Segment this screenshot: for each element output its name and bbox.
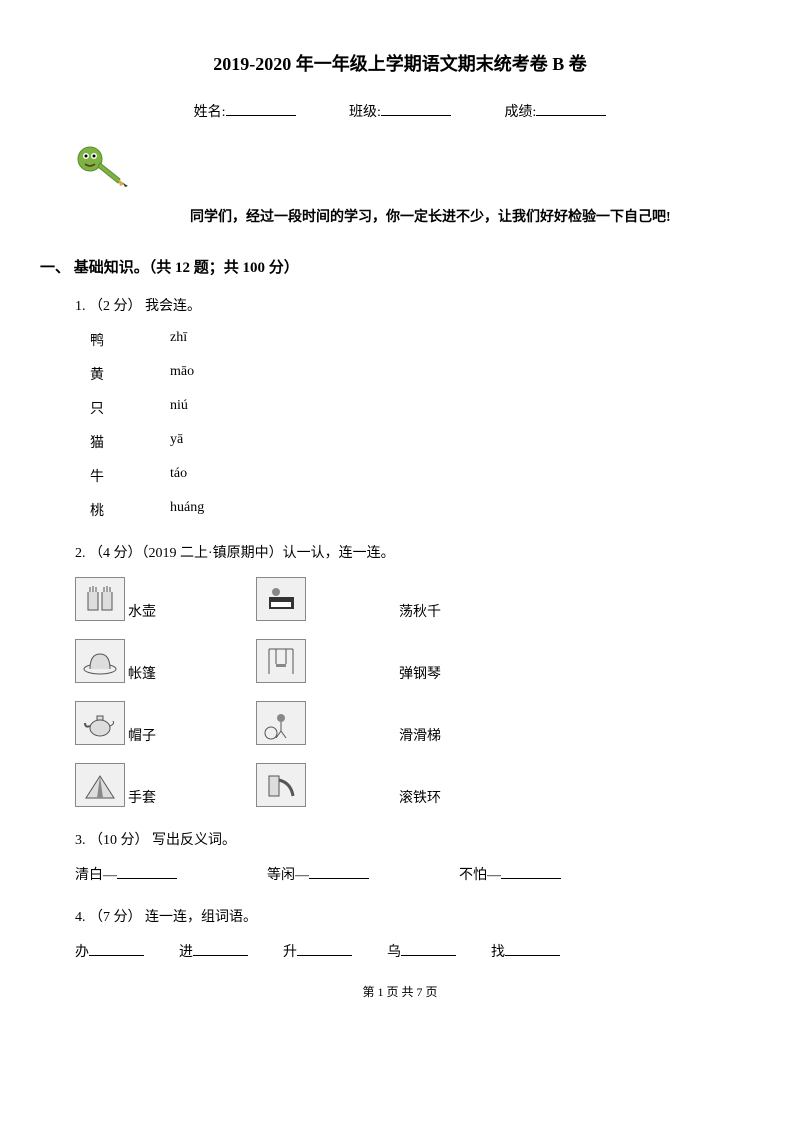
tent-icon [75,763,125,807]
word-blank[interactable] [505,955,560,956]
match-row: 牛 táo [90,466,730,486]
class-label: 班级: [349,105,381,120]
question-1: 1. （2 分） 我会连。 鸭 zhī 黄 māo 只 niú 猫 yā 牛 t… [75,295,730,520]
hat-icon [75,639,125,683]
pic-word: 荡秋千 [399,601,441,621]
score-blank[interactable] [536,115,606,116]
teapot-icon [75,701,125,745]
q3-text: 3. （10 分） 写出反义词。 [75,829,730,849]
match-char: 只 [90,398,170,418]
slide-icon [256,763,306,807]
match-row: 只 niú [90,398,730,418]
word-char: 办 [75,945,89,960]
pic-row: 帽子 滑滑梯 [75,701,730,745]
match-char: 鸭 [90,330,170,350]
section-1-header: 一、 基础知识。（共 12 题；共 100 分） [40,256,730,277]
word-char: 找 [491,945,505,960]
gloves-icon [75,577,125,621]
match-pinyin: táo [170,466,250,486]
word-blank[interactable] [297,955,352,956]
page-footer: 第 1 页 共 7 页 [70,983,730,1000]
word-item: 办 [75,941,144,961]
pencil-icon [70,141,730,196]
match-pinyin: yā [170,432,250,452]
question-3: 3. （10 分） 写出反义词。 清白— 等闲— 不怕— [75,829,730,884]
match-char: 牛 [90,466,170,486]
word-blank[interactable] [401,955,456,956]
word-item: 找 [491,941,560,961]
match-pinyin: niú [170,398,250,418]
antonym-blank[interactable] [309,878,369,879]
antonym-blank[interactable] [117,878,177,879]
student-info-line: 姓名: 班级: 成绩: [70,101,730,121]
intro-text: 同学们，经过一段时间的学习，你一定长进不少，让我们好好检验一下自己吧! [190,206,730,226]
match-row: 桃 huáng [90,500,730,520]
q1-match-table: 鸭 zhī 黄 māo 只 niú 猫 yā 牛 táo 桃 huáng [90,330,730,520]
match-pinyin: huáng [170,500,250,520]
word-blank[interactable] [193,955,248,956]
hoop-icon [256,701,306,745]
pic-label: 帐篷 [128,663,156,683]
q2-text: 2. （4 分）（2019 二上·镇原期中）认一认，连一连。 [75,542,730,562]
name-blank[interactable] [226,115,296,116]
swing-icon [256,639,306,683]
q4-text: 4. （7 分） 连一连，组词语。 [75,906,730,926]
word-item: 乌 [387,941,456,961]
score-label: 成绩: [504,105,536,120]
antonym-word: 清白— [75,868,117,883]
pic-word: 弹钢琴 [399,663,441,683]
match-row: 黄 māo [90,364,730,384]
exam-title: 2019-2020 年一年级上学期语文期末统考卷 B 卷 [70,50,730,76]
match-row: 鸭 zhī [90,330,730,350]
pic-row: 手套 滚铁环 [75,763,730,807]
word-char: 升 [283,945,297,960]
antonym-item: 清白— [75,864,177,884]
antonym-word: 等闲— [267,868,309,883]
match-row: 猫 yā [90,432,730,452]
antonym-blank[interactable] [501,878,561,879]
match-char: 猫 [90,432,170,452]
class-blank[interactable] [381,115,451,116]
match-char: 黄 [90,364,170,384]
word-item: 进 [179,941,248,961]
antonym-item: 等闲— [267,864,369,884]
word-row: 办 进 升 乌 找 [75,941,730,961]
question-2: 2. （4 分）（2019 二上·镇原期中）认一认，连一连。 水壶 荡秋千 帐篷 [75,542,730,807]
word-char: 乌 [387,945,401,960]
pic-label: 手套 [128,787,156,807]
antonym-item: 不怕— [459,864,561,884]
pic-word: 滚铁环 [399,787,441,807]
page-content: 2019-2020 年一年级上学期语文期末统考卷 B 卷 姓名: 班级: 成绩:… [0,0,800,1020]
word-blank[interactable] [89,955,144,956]
question-4: 4. （7 分） 连一连，组词语。 办 进 升 乌 找 [75,906,730,961]
match-pinyin: māo [170,364,250,384]
word-char: 进 [179,945,193,960]
antonym-row: 清白— 等闲— 不怕— [75,864,730,884]
q1-text: 1. （2 分） 我会连。 [75,295,730,315]
pic-label: 水壶 [128,601,156,621]
piano-icon [256,577,306,621]
antonym-word: 不怕— [459,868,501,883]
match-char: 桃 [90,500,170,520]
name-label: 姓名: [194,105,226,120]
pic-row: 帐篷 弹钢琴 [75,639,730,683]
pic-word: 滑滑梯 [399,725,441,745]
q2-picture-match: 水壶 荡秋千 帐篷 弹钢琴 帽子 [75,577,730,807]
pic-row: 水壶 荡秋千 [75,577,730,621]
pic-label: 帽子 [128,725,156,745]
match-pinyin: zhī [170,330,250,350]
word-item: 升 [283,941,352,961]
